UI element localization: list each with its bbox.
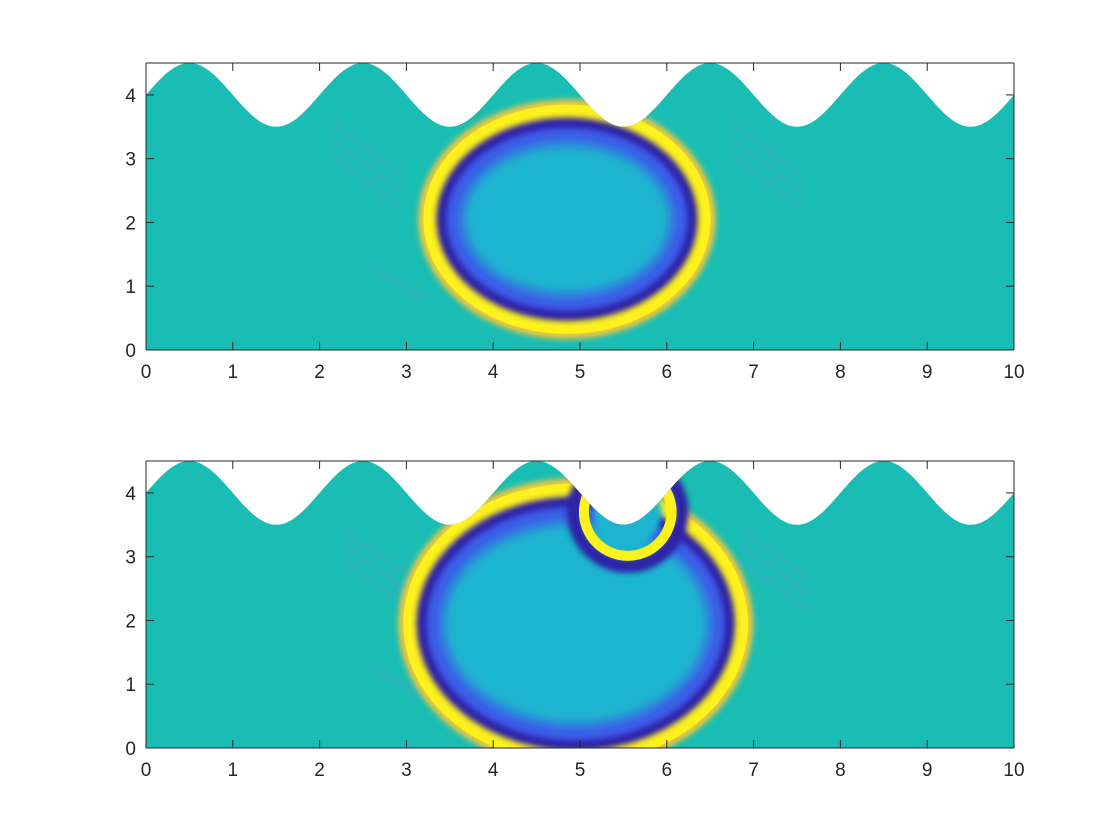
x-tick-label: 6 — [662, 362, 673, 383]
x-tick-label: 3 — [401, 362, 412, 383]
panel-1: 0 1 2 3 4 5 6 7 8 9 10 0 1 2 3 4 — [125, 62, 1025, 383]
ripple-mark — [370, 264, 426, 302]
y-tick-label: 0 — [125, 341, 136, 362]
x-tick-label: 10 — [1003, 362, 1024, 383]
ripple-mark — [339, 541, 413, 597]
x-tick-label: 4 — [488, 362, 499, 383]
x-tick-label: 3 — [401, 760, 412, 781]
x-tick-label: 9 — [922, 362, 933, 383]
ripple-mark — [370, 662, 426, 700]
x-tick-label: 4 — [488, 760, 499, 781]
ripple-mark — [739, 557, 812, 613]
ripple-group — [331, 121, 803, 302]
x-tick-label: 9 — [922, 760, 933, 781]
y-tick-label: 3 — [125, 150, 136, 171]
ripple-mark — [331, 137, 404, 193]
panel-2: 0 1 2 3 4 5 6 7 8 9 10 0 1 2 3 4 — [125, 460, 1025, 781]
y-tick-label: 1 — [125, 277, 136, 298]
x-tick-label: 0 — [141, 362, 152, 383]
ripple-mark — [730, 153, 803, 209]
y-tick-label: 1 — [125, 675, 136, 696]
y-tick-label: 3 — [125, 548, 136, 569]
x-tick-label: 7 — [748, 760, 759, 781]
y-tick-label: 0 — [125, 739, 136, 760]
y-tick-label: 4 — [125, 484, 136, 505]
x-tick-label: 8 — [835, 760, 846, 781]
ripple-mark — [730, 137, 803, 193]
x-tick-label: 8 — [835, 362, 846, 383]
ripple-mark — [331, 121, 404, 177]
reflected-arc-dark — [566, 461, 689, 573]
y-tick-label: 2 — [125, 213, 136, 234]
ring-interior — [462, 143, 672, 295]
ripple-group — [339, 525, 812, 700]
ripple-mark — [331, 153, 404, 209]
x-tick-label: 0 — [141, 760, 152, 781]
ripple-mark — [730, 121, 803, 177]
y-tick-label: 4 — [125, 86, 136, 107]
ripple-mark — [339, 557, 413, 613]
x-tick-label: 5 — [575, 362, 586, 383]
field-layer — [331, 99, 803, 339]
y-tick-label: 2 — [125, 611, 136, 632]
ring-interior — [442, 522, 709, 725]
ripple-mark — [739, 525, 812, 582]
x-tick-label: 7 — [748, 362, 759, 383]
x-tick-label: 10 — [1003, 760, 1024, 781]
x-tick-label: 2 — [314, 760, 325, 781]
ripple-mark — [739, 541, 812, 597]
x-tick-label: 2 — [314, 362, 325, 383]
x-tick-label: 1 — [228, 760, 239, 781]
ripple-mark — [339, 525, 413, 582]
x-tick-label: 1 — [228, 362, 239, 383]
x-tick-label: 5 — [575, 760, 586, 781]
x-tick-label: 6 — [662, 760, 673, 781]
reflected-arc-interior — [593, 478, 662, 546]
field-layer — [339, 461, 812, 748]
